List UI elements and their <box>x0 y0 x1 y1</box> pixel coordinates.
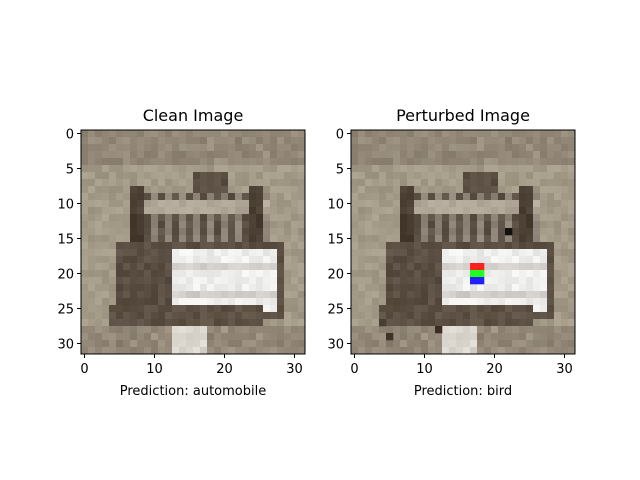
y-tick-label: 15 <box>327 233 344 248</box>
y-tick-label: 30 <box>57 338 74 353</box>
y-tick-label: 20 <box>327 268 344 283</box>
x-tick-label: 0 <box>350 362 358 377</box>
perturbed-pixel <box>470 270 478 278</box>
perturbed-pixel <box>505 228 513 236</box>
y-tick-label: 25 <box>327 303 344 318</box>
x-tick-label: 0 <box>80 362 88 377</box>
image-pixels <box>81 130 306 355</box>
y-tick-label: 0 <box>336 128 344 143</box>
y-tick-label: 10 <box>57 198 74 213</box>
image-pixels <box>351 130 576 355</box>
panel-2-title: Perturbed Image <box>396 106 530 125</box>
x-tick-label: 20 <box>486 362 503 377</box>
perturbed-pixel <box>470 263 478 271</box>
y-tick-label: 5 <box>336 163 344 178</box>
perturbed-pixel <box>477 270 485 278</box>
perturbed-pixel <box>477 263 485 271</box>
panel-perturbed-image: 0 10 20 30 0 5 10 15 20 25 30 <box>327 128 576 377</box>
y-tick-label: 5 <box>66 163 74 178</box>
panel-1-xlabel: Prediction: automobile <box>120 384 266 399</box>
y-tick-label: 0 <box>66 128 74 143</box>
panel-2-xlabel: Prediction: bird <box>414 384 512 399</box>
panel-1-title: Clean Image <box>143 106 244 125</box>
perturbed-pixel <box>386 333 394 341</box>
perturbed-pixel <box>379 319 387 327</box>
axes-frame <box>80 129 306 355</box>
x-tick-label: 30 <box>286 362 303 377</box>
y-tick-label: 30 <box>327 338 344 353</box>
y-tick-label: 20 <box>57 268 74 283</box>
perturbed-pixel <box>470 277 478 285</box>
y-tick-label: 25 <box>57 303 74 318</box>
x-tick-label: 10 <box>416 362 433 377</box>
y-tick-label: 10 <box>327 198 344 213</box>
y-tick-label: 15 <box>57 233 74 248</box>
perturbed-pixel <box>435 326 443 334</box>
panel-clean-image: 0 10 20 30 0 5 10 15 20 25 30 <box>57 128 306 377</box>
x-tick-label: 20 <box>216 362 233 377</box>
x-tick-label: 10 <box>146 362 163 377</box>
x-tick-label: 30 <box>556 362 573 377</box>
axes-frame <box>350 129 576 355</box>
perturbed-pixel <box>477 277 485 285</box>
